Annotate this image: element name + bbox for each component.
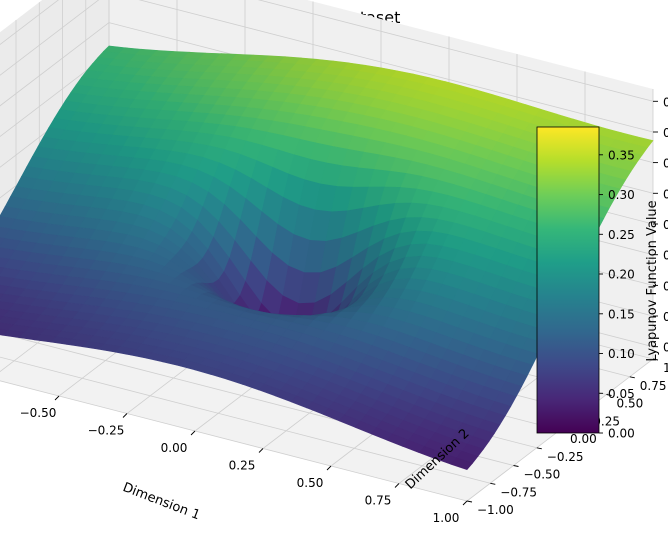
surface-facet (450, 457, 474, 470)
grid-line (257, 0, 654, 102)
x-tick (326, 465, 332, 471)
x-tick (258, 448, 264, 453)
y-tick-label: 0.50 (617, 397, 644, 411)
colorbar-label: Lyapunov Function Value (645, 200, 660, 361)
y-tick-label: −0.75 (500, 485, 537, 499)
colorbar-ticks: 0.00 0.05 0.10 0.15 0.20 0.25 0.30 0.35 (599, 148, 635, 441)
grid-line (0, 0, 59, 46)
y-tick (513, 465, 519, 467)
x-tick-label: −0.25 (88, 424, 125, 438)
z-tick-label: 0.25 (663, 187, 668, 201)
y-tick (652, 358, 659, 361)
grid-line (0, 356, 491, 484)
grid-line (0, 22, 110, 107)
y-tick-label: −1.00 (477, 503, 514, 517)
z-tick-label: 0.40 (663, 95, 668, 109)
grid-line (138, 0, 654, 133)
x-tick (190, 430, 196, 436)
colorbar-tick-label: 0.35 (608, 148, 635, 162)
colorbar-tick-label: 0.25 (608, 228, 635, 242)
x-axis-label: Dimension 1 (121, 480, 202, 523)
x-tick (122, 413, 128, 418)
colorbar-tick-label: 0.15 (608, 307, 635, 321)
grid-line (0, 52, 110, 138)
colorbar-tick-label: 0.05 (608, 387, 635, 401)
axes-ticks: −1.00−0.75−0.50−0.250.000.250.500.751.00… (20, 95, 668, 525)
z-tick-label: 0.15 (663, 249, 668, 263)
z-tick-label: 0.10 (663, 279, 668, 293)
y-tick-label: −0.50 (524, 468, 561, 482)
z-tick-label: 0.05 (663, 310, 668, 324)
y-tick (606, 394, 612, 396)
y-tick-label: −0.25 (547, 450, 584, 464)
x-tick (394, 483, 400, 488)
y-tick (629, 376, 635, 379)
colorbar-tick-label: 0.30 (608, 188, 635, 202)
x-tick-label: 0.25 (229, 459, 256, 473)
colorbar (536, 126, 600, 434)
x-tick-label: 0.50 (297, 476, 324, 490)
z-tick-label: 0.20 (663, 218, 668, 232)
x-tick (54, 395, 60, 401)
colorbar-tick-label: 0.20 (608, 268, 635, 282)
colorbar-tick-label: 0.10 (608, 347, 635, 361)
y-tick-label: 0.75 (640, 379, 667, 393)
y-tick-label: 0.00 (570, 432, 597, 446)
z-tick-label: 0.00 (663, 341, 668, 355)
x-tick-label: 0.00 (161, 441, 188, 455)
y-tick-label: 1.00 (663, 361, 668, 375)
y-tick-label: 0.25 (593, 414, 620, 428)
x-tick-label: −0.50 (20, 406, 57, 420)
grid-line (0, 0, 100, 76)
y-tick (466, 500, 473, 503)
z-tick-label: 0.35 (663, 126, 668, 140)
colorbar-tick-label: 0.00 (608, 427, 635, 441)
y-tick (536, 447, 542, 450)
x-tick-label: 0.75 (365, 494, 392, 508)
x-tick (462, 500, 468, 506)
x-tick-label: 1.00 (433, 511, 460, 525)
surface-plot (0, 45, 654, 470)
z-tick-label: 0.30 (663, 157, 668, 171)
y-tick (490, 482, 496, 485)
